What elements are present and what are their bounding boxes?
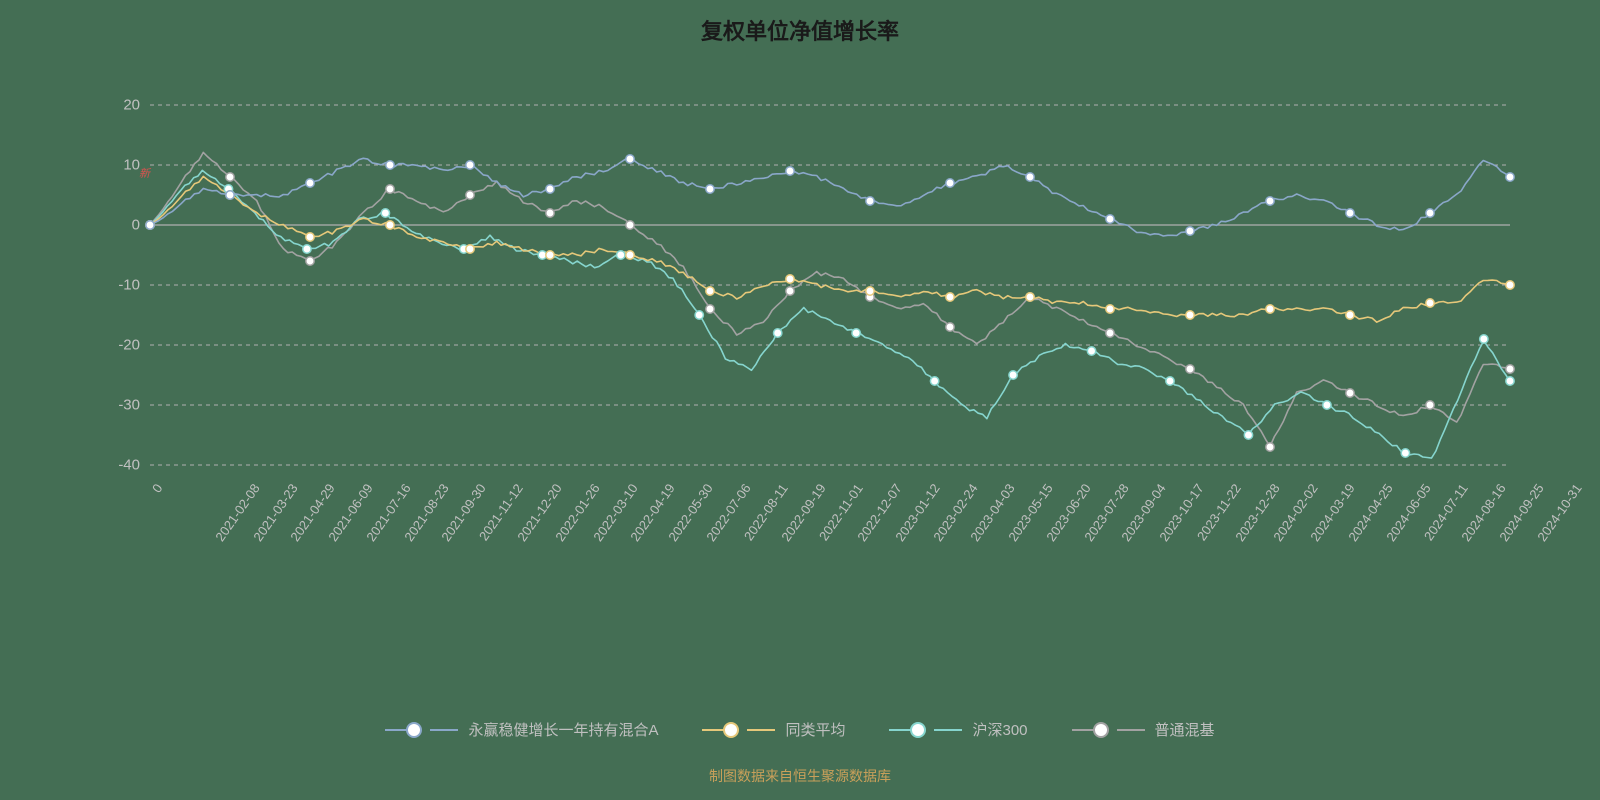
y-tick-label: -20 bbox=[90, 337, 140, 354]
y-tick-label: 20 bbox=[90, 97, 140, 114]
legend: 永赢稳健增长一年持有混合A 同类平均 沪深300 普通混基 bbox=[0, 718, 1600, 741]
line-chart bbox=[0, 0, 1600, 800]
y-tick-label: 0 bbox=[90, 217, 140, 234]
chart-container: 复权单位净值增长率 新 -40-30-20-1001020 02021-02-0… bbox=[0, 0, 1600, 800]
chart-footer: 制图数据来自恒生聚源数据库 bbox=[0, 766, 1600, 786]
y-tick-label: -30 bbox=[90, 397, 140, 414]
y-tick-label: 10 bbox=[90, 157, 140, 174]
y-tick-label: -10 bbox=[90, 277, 140, 294]
y-tick-label: -40 bbox=[90, 457, 140, 474]
legend-item: 同类平均 bbox=[702, 719, 845, 740]
legend-item: 永赢稳健增长一年持有混合A bbox=[385, 719, 658, 740]
legend-label: 永赢稳健增长一年持有混合A bbox=[468, 719, 658, 740]
legend-item: 沪深300 bbox=[889, 719, 1027, 740]
legend-item: 普通混基 bbox=[1072, 719, 1215, 740]
legend-label: 沪深300 bbox=[972, 719, 1027, 740]
legend-label: 普通混基 bbox=[1155, 719, 1215, 740]
legend-label: 同类平均 bbox=[785, 719, 845, 740]
